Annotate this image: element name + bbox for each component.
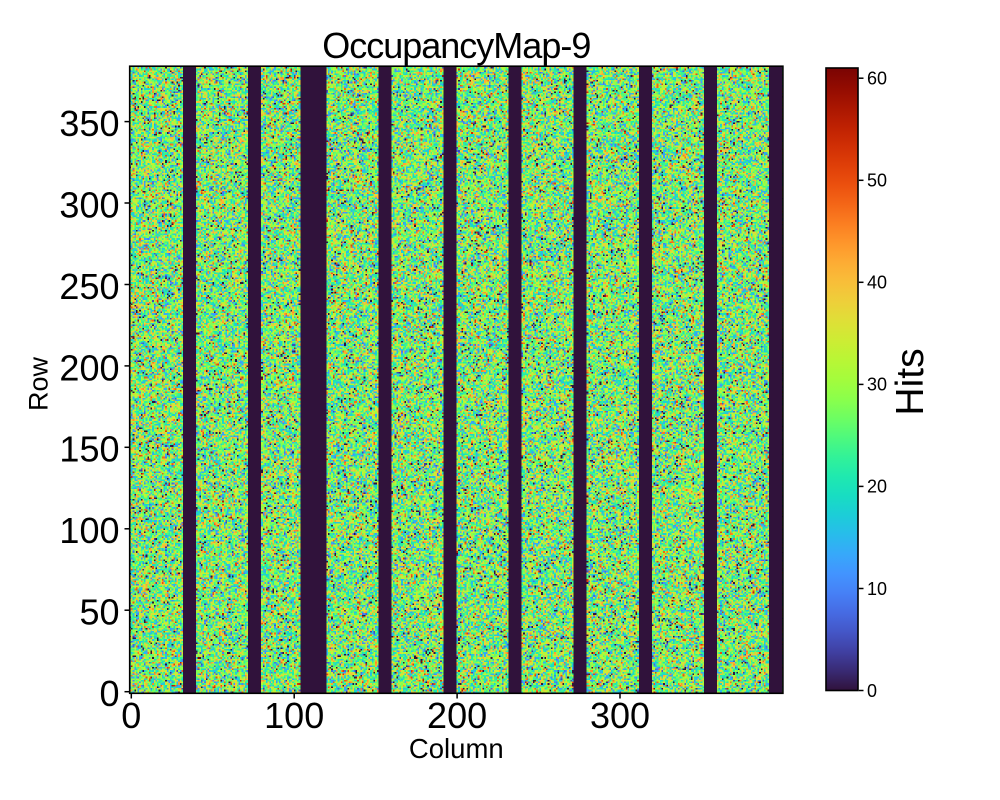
svg-text:50: 50	[79, 592, 119, 633]
svg-text:250: 250	[59, 266, 119, 307]
svg-text:Hits: Hits	[889, 348, 932, 415]
svg-text:60: 60	[867, 69, 887, 89]
svg-text:0: 0	[99, 673, 119, 714]
svg-text:40: 40	[867, 273, 887, 293]
svg-text:100: 100	[59, 510, 119, 551]
svg-text:Column: Column	[409, 733, 504, 764]
svg-text:100: 100	[264, 695, 324, 736]
svg-text:50: 50	[867, 171, 887, 191]
svg-text:300: 300	[59, 184, 119, 225]
svg-text:OccupancyMap-9: OccupancyMap-9	[322, 25, 590, 66]
svg-text:30: 30	[867, 375, 887, 395]
svg-text:200: 200	[427, 695, 487, 736]
svg-text:10: 10	[867, 579, 887, 599]
svg-text:150: 150	[59, 429, 119, 470]
svg-text:0: 0	[121, 695, 141, 736]
svg-text:200: 200	[59, 347, 119, 388]
svg-text:300: 300	[590, 695, 650, 736]
svg-text:Row: Row	[24, 356, 54, 411]
svg-text:0: 0	[867, 681, 877, 701]
svg-text:350: 350	[59, 103, 119, 144]
svg-text:20: 20	[867, 477, 887, 497]
